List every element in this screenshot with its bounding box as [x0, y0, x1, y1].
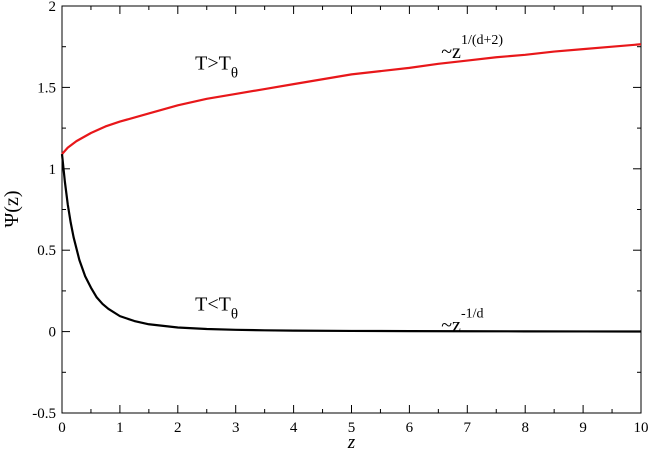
- series-lines: [60, 43, 642, 333]
- annotations: T>Tθ T<Tθ ~z1/(d+2) ~z-1/d: [195, 33, 503, 337]
- x-tick-label: 7: [464, 420, 472, 436]
- x-tick-label: 3: [232, 420, 240, 436]
- series-line-1: [61, 43, 642, 155]
- x-tick-label: 10: [634, 420, 649, 436]
- y-axis-title: Ψ(z): [1, 191, 23, 228]
- annotation-4: ~z-1/d: [441, 307, 483, 337]
- y-tick-label: 1: [49, 162, 57, 178]
- x-tick-label: 9: [579, 420, 587, 436]
- x-tick-label: 6: [406, 420, 414, 436]
- x-axis-title: z: [347, 432, 356, 452]
- y-axis-ticks: -0.5 0 0.5 1 1.5 2: [32, 0, 641, 422]
- x-tick-label: 8: [521, 420, 529, 436]
- y-tick-label: 0: [49, 325, 57, 341]
- y-tick-label: 0.5: [37, 243, 56, 259]
- x-tick-label: 2: [174, 420, 182, 436]
- y-tick-label: 2: [49, 0, 57, 15]
- x-tick-label: 4: [290, 420, 298, 436]
- x-axis-ticks: 0 1 2 3 4 5 6 7 8 9 10: [58, 6, 649, 436]
- x-tick-label: 0: [58, 420, 66, 436]
- annotation-3: ~z1/(d+2): [441, 33, 503, 63]
- x-tick-label: 5: [348, 420, 356, 436]
- annotation-1: T>Tθ: [195, 52, 238, 81]
- y-tick-label: -0.5: [32, 406, 56, 422]
- y-tick-label: 1.5: [37, 80, 56, 96]
- series-line-2: [60, 154, 642, 333]
- x-tick-label: 1: [116, 420, 124, 436]
- plot-frame: [61, 5, 642, 414]
- annotation-2: T<Tθ: [195, 293, 238, 322]
